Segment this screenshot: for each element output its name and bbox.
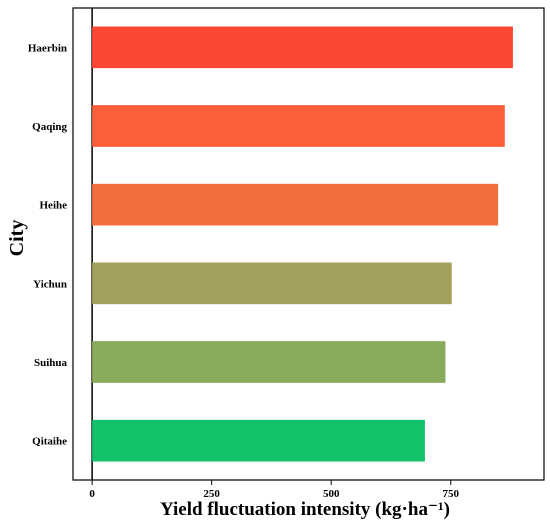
x-tick-label: 500 <box>323 488 340 500</box>
bar-qaqing <box>92 105 505 147</box>
bars-group <box>92 26 513 462</box>
bar-qitaihe <box>92 419 425 462</box>
y-axis-title: City <box>6 220 28 257</box>
y-tick-label-heihe: Heihe <box>40 200 68 212</box>
y-tick-labels: Haerbin Qaqing Heihe Yichun Suihua Qitaihe <box>28 42 68 447</box>
y-tick-label-yichun: Yichun <box>33 278 67 290</box>
plot-frame <box>72 7 545 481</box>
y-tick-label-qitaihe: Qitaihe <box>32 436 67 448</box>
x-tick-label: 250 <box>203 488 220 500</box>
bar-haerbin <box>92 26 513 69</box>
bar-yichun <box>92 262 452 305</box>
x-tick-label: 0 <box>89 488 95 500</box>
x-axis-title: Yield fluctuation intensity (kg·ha⁻¹) <box>160 499 450 520</box>
y-tick-label-suihua: Suihua <box>34 357 68 369</box>
x-ticks: 0 250 500 750 <box>89 480 460 500</box>
y-tick-label-qaqing: Qaqing <box>32 121 67 133</box>
y-tick-label-haerbin: Haerbin <box>28 42 67 54</box>
x-tick-label: 750 <box>443 488 460 500</box>
bar-suihua <box>92 341 446 383</box>
bar-heihe <box>92 183 499 226</box>
